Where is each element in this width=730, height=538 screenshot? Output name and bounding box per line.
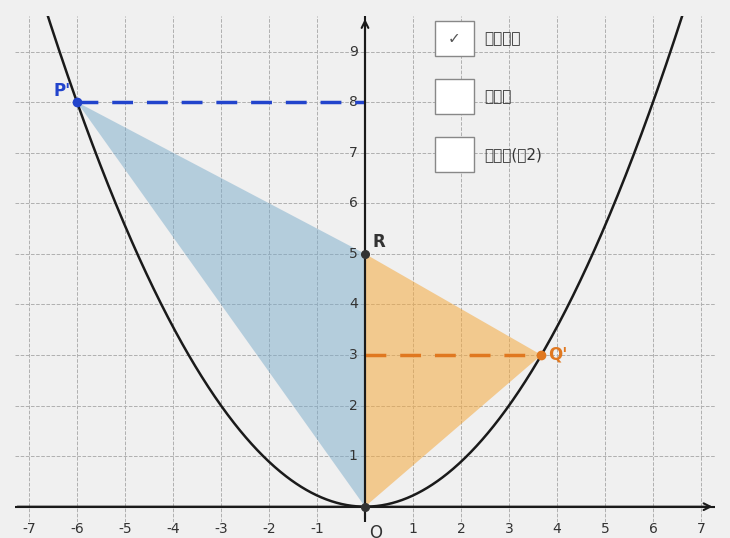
Text: 9: 9 — [349, 45, 358, 59]
Polygon shape — [365, 254, 542, 507]
Text: -4: -4 — [166, 522, 180, 536]
FancyBboxPatch shape — [435, 137, 474, 172]
Text: 三角形(緒2): 三角形(緒2) — [484, 147, 542, 162]
Text: 4: 4 — [349, 298, 358, 312]
Text: O: O — [369, 525, 382, 538]
Text: ✓: ✓ — [448, 31, 461, 46]
Text: P': P' — [54, 82, 72, 100]
Text: -1: -1 — [310, 522, 324, 536]
Text: 1: 1 — [409, 522, 418, 536]
Text: -3: -3 — [214, 522, 228, 536]
Text: 1: 1 — [349, 449, 358, 463]
Text: 3: 3 — [349, 348, 358, 362]
Text: 4: 4 — [553, 522, 561, 536]
Polygon shape — [77, 102, 365, 507]
Text: 5: 5 — [601, 522, 610, 536]
FancyBboxPatch shape — [435, 79, 474, 114]
Text: 7: 7 — [696, 522, 705, 536]
Text: 2: 2 — [457, 522, 466, 536]
Text: 6: 6 — [349, 196, 358, 210]
Text: -7: -7 — [22, 522, 36, 536]
Text: -2: -2 — [262, 522, 276, 536]
Text: 8: 8 — [349, 95, 358, 109]
Text: 等積変形: 等積変形 — [484, 31, 520, 46]
Text: Q': Q' — [548, 346, 568, 364]
Text: 3: 3 — [504, 522, 513, 536]
Text: 7: 7 — [349, 146, 358, 160]
Text: -5: -5 — [118, 522, 132, 536]
Text: 6: 6 — [648, 522, 658, 536]
Text: R: R — [372, 233, 385, 251]
FancyBboxPatch shape — [435, 20, 474, 56]
Text: -6: -6 — [70, 522, 84, 536]
Text: 平行線: 平行線 — [484, 89, 512, 104]
Text: 5: 5 — [349, 247, 358, 261]
Text: 2: 2 — [349, 399, 358, 413]
